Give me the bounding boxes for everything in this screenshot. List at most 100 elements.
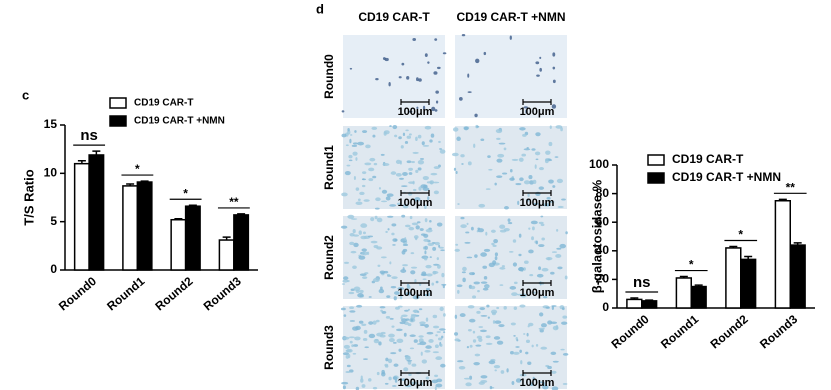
scale-bar-label: 100μm [520,106,555,118]
cell [425,345,432,349]
cell [352,326,359,331]
cell [486,304,490,308]
error-bar [77,160,86,164]
cell [405,291,412,296]
cell [475,58,480,64]
cell [420,233,426,236]
cell [341,381,349,385]
cell [401,314,408,317]
cell [422,278,427,281]
cell [528,249,534,254]
cell [436,331,441,333]
cell [552,360,559,363]
cell [516,293,522,296]
cell [452,127,459,132]
cell [392,376,398,380]
scale-bar-label: 100μm [398,377,433,389]
y-axis-label: β-galactosidase % [589,179,604,293]
cell [353,175,356,181]
cell [418,186,422,191]
cell [387,215,394,218]
cell [395,306,400,310]
cell [382,163,390,166]
cell [466,345,470,349]
cell [429,219,432,223]
cell [380,256,387,259]
x-tick-label: Round2 [152,274,195,314]
cell [545,306,550,309]
scale-bar [522,99,552,105]
cell [390,352,397,355]
cell [413,339,418,343]
cell [560,127,563,132]
cell [390,285,397,289]
cell [534,164,537,169]
cell [341,110,345,113]
cell [429,256,432,258]
cell [455,170,458,175]
cell [535,240,538,245]
cell [340,225,348,229]
cell [400,316,403,320]
cell [535,191,541,196]
cell [374,215,378,220]
cell [515,346,520,348]
cell [542,385,549,390]
cell [492,244,497,247]
cell [527,361,532,365]
cell [411,222,419,226]
legend-swatch [647,154,665,166]
cell [530,220,538,225]
bar [641,300,658,309]
cell [359,289,364,294]
cell [424,256,428,261]
cell [480,252,488,257]
cell [423,294,431,297]
legend-label: CD19 CAR-T [672,152,744,166]
cell [426,331,434,335]
cell [344,261,349,264]
cell [375,77,379,81]
error-bar [140,180,149,183]
cell [413,235,419,239]
cell [526,332,529,337]
cell [439,246,444,249]
cell [394,291,400,295]
y-axis-label: T/S Ratio [21,169,36,225]
cell [483,276,488,280]
cell [540,223,545,227]
cell [419,382,424,386]
cell [361,248,367,252]
cell [523,180,530,185]
cell [543,204,551,207]
cell [349,233,355,237]
cell [468,318,476,323]
cell [360,378,364,383]
cell [540,346,548,350]
cell [396,328,403,332]
cell [409,110,413,113]
cell [343,314,347,317]
cell [352,352,357,355]
cell [503,147,507,151]
cell [560,348,565,351]
cell [556,247,562,250]
cell [460,216,465,220]
x-tick-label: Round3 [201,274,244,314]
cell [341,283,346,285]
cell [419,321,426,325]
cell [440,343,443,347]
cell [353,242,359,248]
row-label: Round2 [322,235,336,280]
cell [503,227,510,232]
cell [494,369,497,372]
cell [474,353,481,357]
cell [460,154,465,158]
cell [389,261,392,265]
y-tick-label: 40 [596,243,610,257]
cell [482,287,489,291]
cell [432,271,439,274]
error-bar [645,299,654,301]
cell [408,133,412,136]
cell [381,369,385,375]
